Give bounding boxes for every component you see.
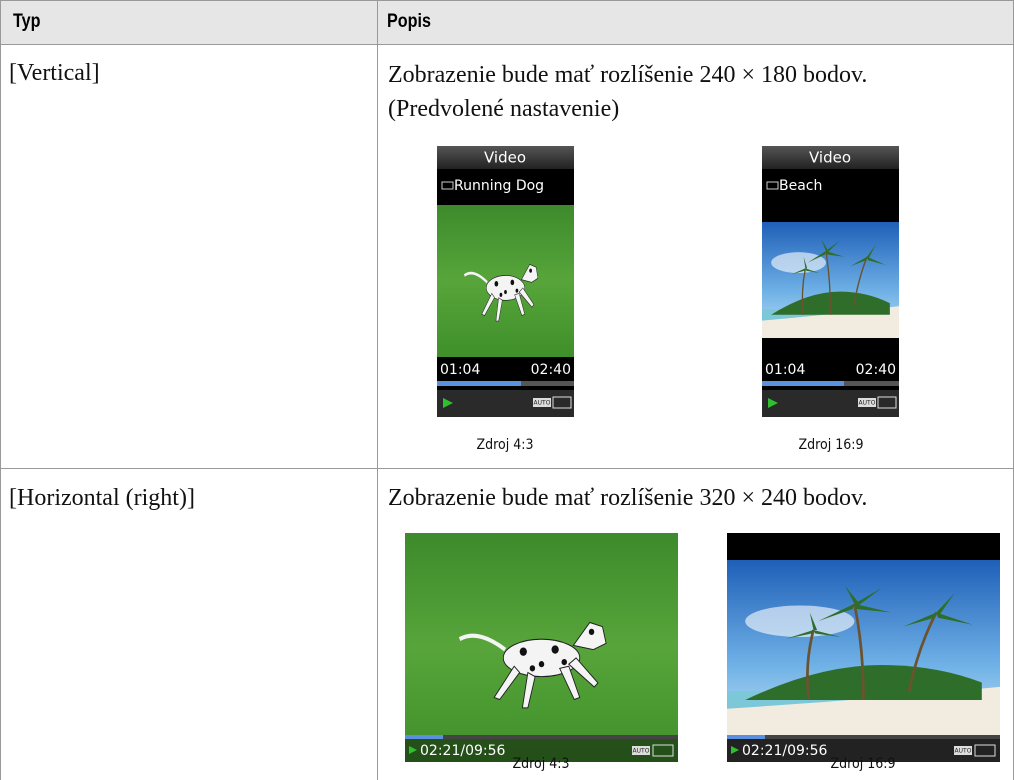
play-icon [731,746,739,754]
header-text: Typ [13,11,41,32]
caption: Zdroj 16:9 [830,756,896,772]
title-bar [437,146,574,169]
status-bar [727,739,1000,762]
elapsed-time: 01:04 [765,362,805,378]
play-icon [409,746,417,754]
clip-name: Running Dog [454,178,544,194]
type-cell: [Horizontal (right)] [9,485,195,511]
player-screen: Video Beach 01:04 02:40 AUTO [762,146,899,417]
caption: Zdroj 16:9 [798,437,864,453]
video-frame [727,560,1000,735]
video-icon [441,181,454,190]
total-time: 02:40 [856,362,896,378]
progress-fill [405,735,443,739]
description: (Predvolené nastavenie) [388,96,620,122]
type-cell: [Vertical] [9,60,100,86]
title-bar [762,146,899,169]
auto-badge: AUTO [534,400,551,407]
play-icon [768,398,778,408]
player-screen: 02:21/09:56 AUTO [405,533,678,762]
status-bar [762,390,899,417]
battery-icon [877,396,897,409]
battery-icon [652,744,674,757]
table-border [0,0,1014,1]
progress-fill [762,381,844,386]
caption: Zdroj 4:3 [512,756,570,772]
elapsed-time: 01:04 [440,362,480,378]
table-border [0,468,1014,469]
play-time: 02:21/09:56 [420,743,506,759]
progress-track [727,735,1000,739]
clip-name: Beach [779,178,822,194]
caption: Zdroj 4:3 [476,437,534,453]
badge-bg [954,746,972,755]
table-border [0,44,1014,45]
play-time: 02:21/09:56 [742,743,828,759]
video-icon [766,181,779,190]
progress-track [405,735,678,739]
description: Zobrazenie bude mať rozlíšenie 240 × 180… [388,62,868,88]
screen-title: Video [484,149,526,167]
header-text: Popis [387,11,431,32]
table-border [0,0,1,780]
badge-bg [858,398,876,407]
auto-badge: AUTO [859,400,876,407]
video-frame [437,205,574,357]
battery-icon [552,396,572,409]
header-cell: Typ [0,0,377,44]
badge-bg [533,398,551,407]
auto-badge: AUTO [955,748,972,755]
total-time: 02:40 [531,362,571,378]
video-frame [405,533,678,762]
progress-fill [437,381,521,386]
status-bar [405,739,678,762]
video-frame [762,222,899,338]
player-screen: Video Running Dog 01:04 02:40 AUTO [437,146,574,417]
progress-fill [727,735,765,739]
description: Zobrazenie bude mať rozlíšenie 320 × 240… [388,485,868,511]
play-icon [443,398,453,408]
auto-badge: AUTO [633,748,650,755]
badge-bg [632,746,650,755]
table-border [377,0,378,780]
screen-title: Video [809,149,851,167]
battery-icon [974,744,996,757]
player-screen: 02:21/09:56 AUTO [727,533,1000,762]
header-cell: Popis [378,0,1014,44]
status-bar [437,390,574,417]
